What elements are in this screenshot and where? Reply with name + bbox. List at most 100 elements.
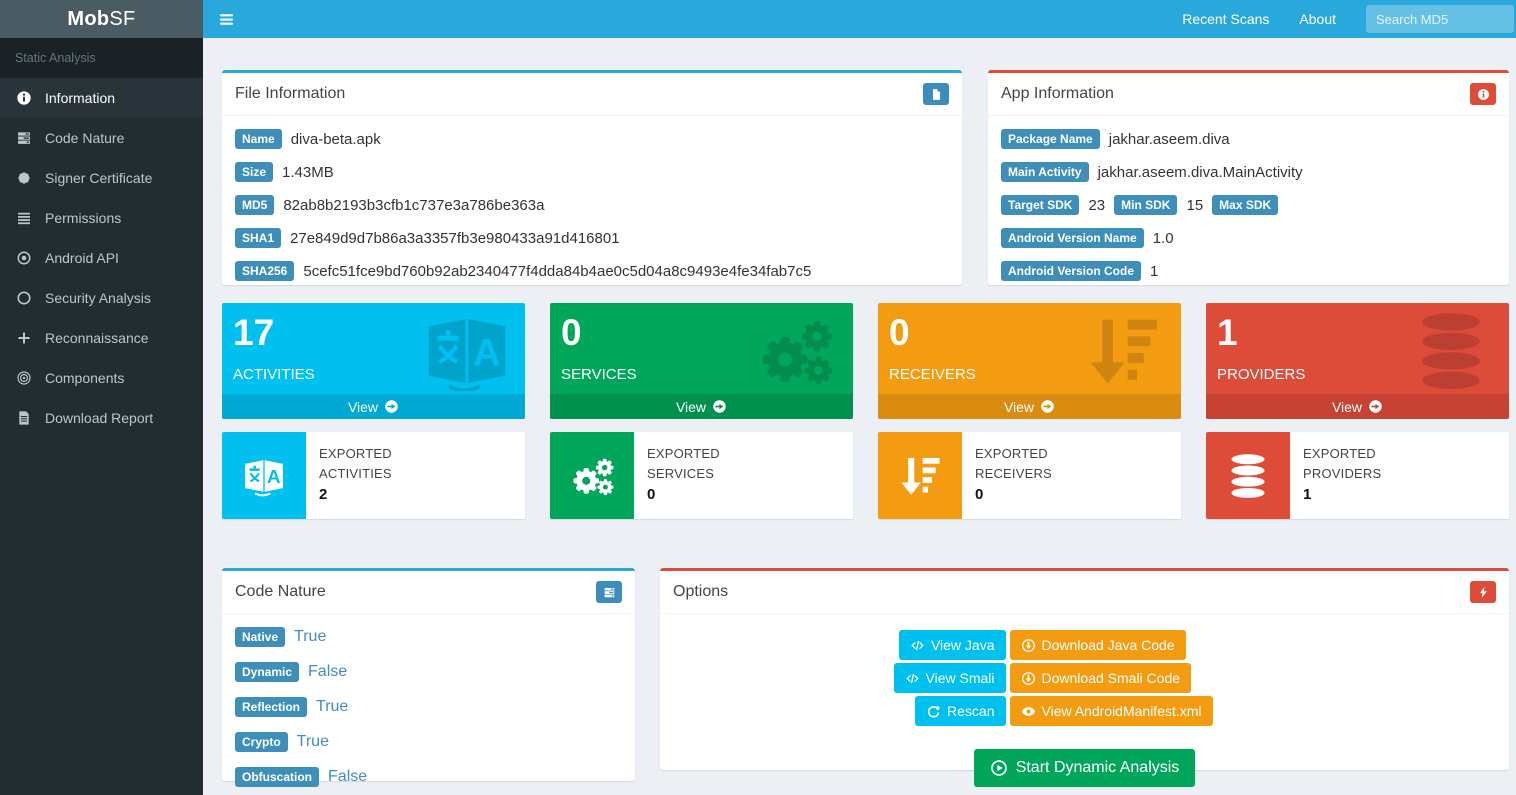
view-smali-button[interactable]: View Smali: [893, 663, 1006, 693]
reflection-badge: Reflection: [235, 697, 308, 717]
options-card: Options View Java Download Java Code Vie…: [660, 568, 1509, 787]
sidebar-item-label: Download Report: [45, 410, 154, 426]
sha256-label-badge: SHA256: [235, 261, 295, 281]
navbar-right: Recent Scans About: [1182, 5, 1516, 33]
download-java-label: Download Java Code: [1041, 637, 1175, 653]
reflection-value: True: [316, 698, 349, 715]
sidebar-item-download-report[interactable]: Download Report: [0, 398, 203, 438]
exported-services-box: EXPORTED SERVICES 0: [550, 432, 853, 519]
app-card-icon-button[interactable]: [1470, 83, 1496, 105]
sha1-value: 27e849d9d7b86a3a3357fb3e980433a91d416801: [290, 229, 620, 247]
name-label-badge: Name: [235, 129, 282, 149]
receivers-stat-box: 0 RECEIVERS View: [878, 303, 1181, 419]
file-icon: [930, 88, 943, 101]
view-providers-button[interactable]: View: [1206, 394, 1509, 419]
obfuscation-badge: Obfuscation: [235, 767, 320, 787]
search-md5-input[interactable]: [1366, 5, 1514, 33]
android-version-name-badge: Android Version Name: [1001, 228, 1144, 248]
nav-link-about[interactable]: About: [1299, 11, 1336, 27]
package-name-value: jakhar.aseem.diva: [1108, 130, 1230, 148]
services-stat-box: 0 SERVICES View: [550, 303, 853, 419]
database-icon: [1206, 432, 1290, 519]
code-icon: [905, 671, 920, 686]
options-icon-button[interactable]: [1470, 581, 1496, 603]
file-information-title: File Information: [235, 85, 346, 102]
download-icon: [1021, 638, 1036, 653]
code-nature-icon-button[interactable]: [596, 581, 622, 603]
view-java-button[interactable]: View Java: [898, 630, 1006, 660]
sidebar-item-signer-certificate[interactable]: Signer Certificate: [0, 158, 203, 198]
sort-amount-desc-icon: [878, 432, 962, 519]
start-dynamic-analysis-label: Start Dynamic Analysis: [1015, 759, 1180, 776]
sidebar-item-android-api[interactable]: Android API: [0, 238, 203, 278]
sidebar-item-reconnaissance[interactable]: Reconnaissance: [0, 318, 203, 358]
exported-receivers-label: EXPORTED RECEIVERS: [975, 446, 1052, 481]
sidebar-item-information[interactable]: Information: [0, 78, 203, 118]
app-information-card: App Information Package Name jakhar.aseem…: [988, 70, 1509, 285]
gears-icon: [550, 432, 634, 519]
md5-label-badge: MD5: [235, 195, 275, 215]
view-services-button[interactable]: View: [550, 394, 853, 419]
sidebar-item-security-analysis[interactable]: Security Analysis: [0, 278, 203, 318]
main-area: Recent Scans About File Information Name…: [203, 0, 1516, 795]
crypto-badge: Crypto: [235, 732, 288, 752]
arrow-circle-right-icon: [712, 399, 727, 414]
view-androidmanifest-button[interactable]: View AndroidManifest.xml: [1009, 696, 1213, 726]
file-text-icon: [16, 410, 32, 426]
rescan-button[interactable]: Rescan: [915, 696, 1006, 726]
refresh-icon: [926, 704, 941, 719]
play-circle-icon: [990, 759, 1008, 777]
sidebar-item-code-nature[interactable]: Code Nature: [0, 118, 203, 158]
align-justify-icon: [16, 210, 32, 226]
start-dynamic-analysis-button[interactable]: Start Dynamic Analysis: [973, 749, 1196, 787]
view-label: View: [1003, 398, 1035, 415]
file-info-row: Size 1.43MB: [235, 162, 949, 182]
sidebar-item-label: Permissions: [45, 210, 122, 226]
file-card-icon-button[interactable]: [923, 83, 949, 105]
exported-activities-label: EXPORTED ACTIVITIES: [319, 446, 392, 481]
sidebar-item-components[interactable]: Components: [0, 358, 203, 398]
providers-label: PROVIDERS: [1217, 366, 1306, 383]
circle-icon: [16, 290, 32, 306]
exported-receivers-box: EXPORTED RECEIVERS 0: [878, 432, 1181, 519]
sidebar-item-label: Signer Certificate: [45, 170, 153, 186]
android-version-code-value: 1: [1150, 262, 1159, 280]
file-info-row: Name diva-beta.apk: [235, 129, 949, 149]
size-label-badge: Size: [235, 162, 274, 182]
arrow-circle-right-icon: [384, 399, 399, 414]
code-nature-row: Obfuscation False: [235, 767, 622, 787]
view-receivers-button[interactable]: View: [878, 394, 1181, 419]
nav-link-recent-scans[interactable]: Recent Scans: [1182, 11, 1270, 27]
sidebar-item-label: Components: [45, 370, 125, 386]
arrow-circle-right-icon: [1368, 399, 1383, 414]
dynamic-badge: Dynamic: [235, 662, 300, 682]
exported-services-count: 0: [647, 486, 656, 503]
download-icon: [1021, 671, 1036, 686]
main-activity-value: jakhar.aseem.diva.MainActivity: [1097, 163, 1303, 181]
view-activities-button[interactable]: View: [222, 394, 525, 419]
tasks-icon: [16, 130, 32, 146]
exported-activities-box: EXPORTED ACTIVITIES 2: [222, 432, 525, 519]
sidebar-item-permissions[interactable]: Permissions: [0, 198, 203, 238]
file-info-row: SHA256 5cefc51fce9bd760b92ab2340477f4dda8…: [235, 261, 949, 281]
services-count: 0: [561, 312, 582, 353]
exported-activities-count: 2: [319, 486, 328, 503]
logo-text-bold: Mob: [67, 7, 110, 30]
content: File Information Name diva-beta.apk Size 1…: [203, 38, 1516, 795]
sidebar-menu: Information Code Nature Signer Certifica…: [0, 78, 203, 438]
receivers-count: 0: [889, 312, 910, 353]
app-logo[interactable]: Mob SF: [0, 0, 203, 38]
app-info-row: Android Version Code 1: [1001, 261, 1496, 281]
dot-circle-icon: [16, 250, 32, 266]
rescan-label: Rescan: [947, 703, 995, 719]
download-smali-code-button[interactable]: Download Smali Code: [1009, 663, 1192, 693]
info-circle-icon: [1477, 88, 1490, 101]
providers-count: 1: [1217, 312, 1238, 353]
download-java-code-button[interactable]: Download Java Code: [1009, 630, 1186, 660]
services-label: SERVICES: [561, 366, 637, 383]
activities-stat-box: 17 ACTIVITIES View: [222, 303, 525, 419]
code-nature-title: Code Nature: [235, 583, 326, 600]
sidebar-toggle-button[interactable]: [203, 0, 249, 38]
dynamic-value: False: [308, 663, 348, 680]
